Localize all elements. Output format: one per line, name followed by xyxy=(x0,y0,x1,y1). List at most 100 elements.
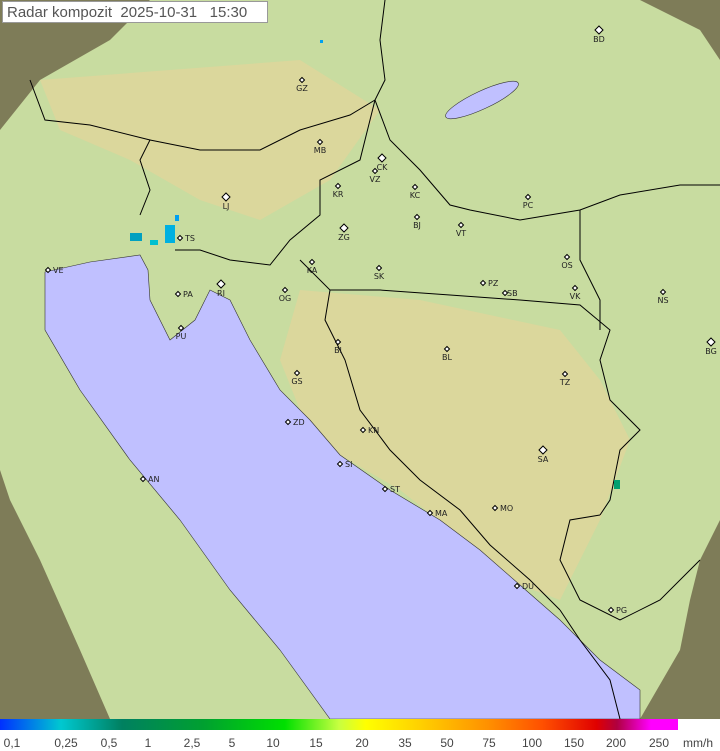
city-mo: MO xyxy=(491,504,513,513)
city-label: SK xyxy=(374,272,385,281)
city-markers: GZ BD MB CK VZ KR KC LJ PC BJ VT ZG TS VE RI KA SK OS PA OG… xyxy=(44,25,717,615)
city-label: OG xyxy=(279,294,292,303)
city-label: ST xyxy=(390,485,400,494)
city-marker-icon xyxy=(176,234,184,242)
city-label: BG xyxy=(705,347,717,356)
city-bg: BG xyxy=(705,337,717,356)
city-marker-icon xyxy=(411,183,419,191)
city-sb: SB xyxy=(501,289,518,298)
city-label: BI xyxy=(334,346,342,355)
country-borders xyxy=(29,0,720,719)
legend-color-scale xyxy=(0,719,678,730)
city-label: BD xyxy=(593,35,605,44)
city-marker-icon xyxy=(281,286,289,294)
city-marker-icon xyxy=(316,138,324,146)
city-marker-icon xyxy=(607,606,615,614)
legend-tick: 0,1 xyxy=(3,736,21,750)
city-marker-icon xyxy=(479,279,487,287)
legend-tick: 0,25 xyxy=(54,736,78,750)
city-marker-icon xyxy=(594,25,604,35)
terrain-tan xyxy=(40,60,630,600)
legend-tick: 75 xyxy=(482,736,496,750)
legend-tick: 35 xyxy=(398,736,412,750)
city-label: SI xyxy=(345,460,352,469)
title-time: 15:30 xyxy=(209,4,248,21)
city-marker-icon xyxy=(284,418,292,426)
city-tz: TZ xyxy=(559,370,571,387)
city-pu: PU xyxy=(176,324,187,341)
city-marker-icon xyxy=(513,582,521,590)
city-kr: KR xyxy=(333,182,344,199)
city-marker-icon xyxy=(298,76,306,84)
legend-tick: 150 xyxy=(563,736,585,750)
city-label: SA xyxy=(538,455,549,464)
legend-unit: mm/h xyxy=(683,736,713,750)
city-label: GS xyxy=(291,377,302,386)
city-pz: PZ xyxy=(479,279,499,288)
city-marker-icon xyxy=(221,192,231,202)
radar-map[interactable]: GZ BD MB CK VZ KR KC LJ PC BJ VT ZG TS VE RI KA SK OS PA OG… xyxy=(0,0,720,719)
city-vz: VZ xyxy=(370,167,381,184)
city-marker-icon xyxy=(443,345,451,353)
city-label: KR xyxy=(333,190,344,199)
city-label: MB xyxy=(314,146,326,155)
city-marker-icon xyxy=(375,264,383,272)
city-ma: MA xyxy=(426,509,448,518)
city-bd: BD xyxy=(593,25,605,44)
city-label: BJ xyxy=(413,221,421,230)
city-label: TZ xyxy=(559,378,571,387)
city-zg: ZG xyxy=(338,223,350,242)
city-ka: KA xyxy=(307,258,318,275)
city-label: PU xyxy=(176,332,187,341)
city-gz: GZ xyxy=(296,76,308,93)
city-bl: BL xyxy=(442,345,453,362)
city-marker-icon xyxy=(501,289,509,297)
city-marker-icon xyxy=(339,223,349,233)
city-marker-icon xyxy=(561,370,569,378)
city-label: PZ xyxy=(488,279,499,288)
city-ve: VE xyxy=(44,266,64,275)
legend-tick: 20 xyxy=(355,736,369,750)
city-marker-icon xyxy=(293,369,301,377)
adriatic-sea xyxy=(44,254,641,719)
city-lj: LJ xyxy=(221,192,231,211)
city-marker-icon xyxy=(139,475,147,483)
city-marker-icon xyxy=(457,221,465,229)
city-label: ZD xyxy=(293,418,305,427)
city-ck: CK xyxy=(377,153,388,172)
legend-tick: 250 xyxy=(648,736,670,750)
precipitation-echoes xyxy=(130,40,620,489)
city-vt: VT xyxy=(456,221,466,238)
city-an: AN xyxy=(139,475,159,484)
city-pa: PA xyxy=(174,290,193,299)
city-kn: KN xyxy=(359,426,379,435)
city-marker-icon xyxy=(44,266,52,274)
city-si: SI xyxy=(336,460,352,469)
city-marker-icon xyxy=(371,167,379,175)
city-label: MO xyxy=(500,504,513,513)
city-label: KN xyxy=(368,426,379,435)
city-label: VE xyxy=(53,266,64,275)
city-label: AN xyxy=(148,475,159,484)
city-marker-icon xyxy=(381,485,389,493)
legend-tick: 200 xyxy=(605,736,627,750)
title-date: 2025-10-31 xyxy=(120,4,198,21)
legend-tick: 5 xyxy=(228,736,236,750)
city-ns: NS xyxy=(657,288,669,305)
city-du: DU xyxy=(513,582,534,591)
city-marker-icon xyxy=(336,460,344,468)
title-label: Radar kompozit xyxy=(7,4,113,21)
city-marker-icon xyxy=(538,445,548,455)
city-label: PA xyxy=(183,290,193,299)
legend-tick: 15 xyxy=(309,736,323,750)
city-pg: PG xyxy=(607,606,627,615)
legend-tick: 10 xyxy=(266,736,280,750)
city-label: PG xyxy=(616,606,627,615)
city-ri: RI xyxy=(216,279,226,298)
city-marker-icon xyxy=(706,337,716,347)
city-marker-icon xyxy=(413,213,421,221)
city-label: MA xyxy=(435,509,448,518)
city-label: TS xyxy=(184,234,195,243)
city-label: PC xyxy=(523,201,534,210)
city-gs: GS xyxy=(291,369,303,386)
